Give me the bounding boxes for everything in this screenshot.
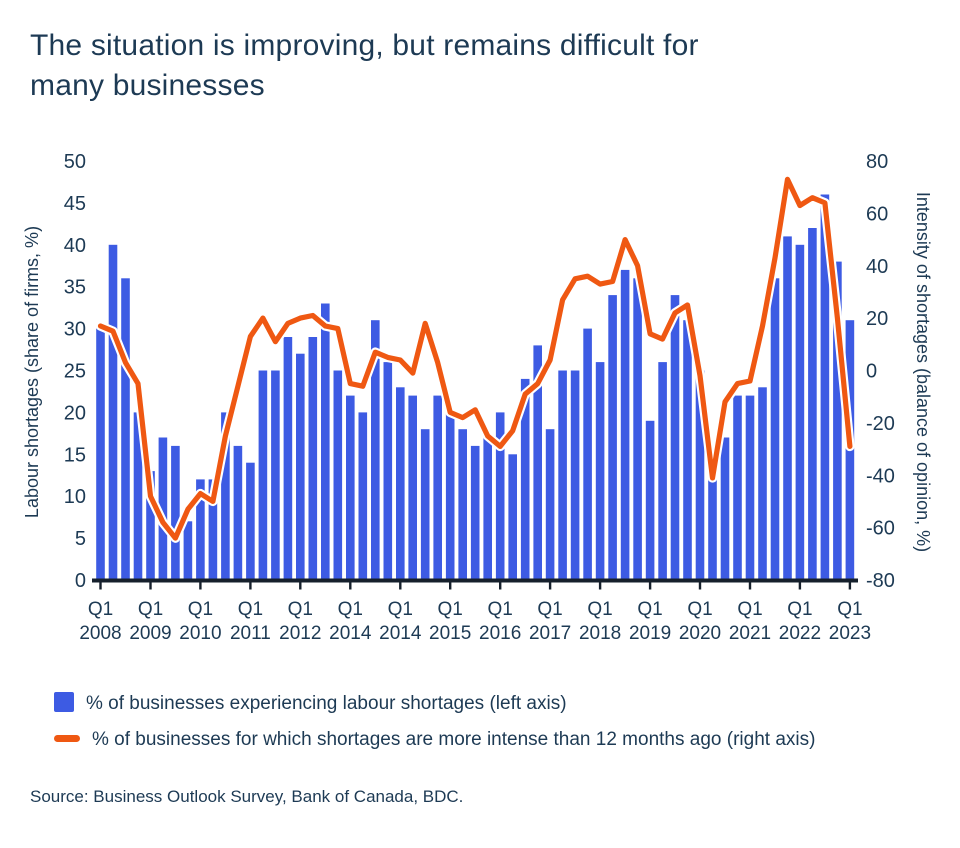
svg-text:Labour shortages (share of fir: Labour shortages (share of firms, %) [22, 226, 42, 518]
svg-text:20: 20 [866, 308, 888, 330]
svg-text:40: 40 [866, 256, 888, 278]
svg-text:40: 40 [64, 235, 86, 257]
svg-text:Q1: Q1 [837, 599, 862, 620]
page-title: The situation is improving, but remains … [30, 29, 699, 102]
svg-text:-80: -80 [866, 570, 895, 592]
svg-text:2019: 2019 [629, 623, 671, 644]
svg-text:60: 60 [866, 203, 888, 225]
svg-text:Q1: Q1 [787, 599, 812, 620]
svg-text:0: 0 [866, 361, 877, 383]
source-note: Source: Business Outlook Survey, Bank of… [30, 787, 464, 806]
svg-text:-40: -40 [866, 465, 895, 487]
bar-series-swatch-icon [54, 692, 74, 712]
svg-text:2009: 2009 [129, 623, 171, 644]
svg-text:-60: -60 [866, 518, 895, 540]
svg-text:2018: 2018 [579, 623, 621, 644]
svg-text:2008: 2008 [79, 623, 121, 644]
svg-text:Q1: Q1 [537, 599, 562, 620]
line-series-swatch-icon [54, 735, 80, 742]
svg-text:-20: -20 [866, 413, 895, 435]
svg-text:25: 25 [64, 361, 86, 383]
svg-text:80: 80 [866, 151, 888, 173]
svg-text:Q1: Q1 [288, 599, 313, 620]
svg-text:Q1: Q1 [188, 599, 213, 620]
svg-text:Q1: Q1 [438, 599, 463, 620]
svg-text:2017: 2017 [529, 623, 571, 644]
svg-text:Intensity of shortages (balan: Intensity of shortages (balance of opini… [913, 192, 933, 552]
svg-text:0: 0 [75, 570, 86, 592]
svg-text:15: 15 [64, 444, 86, 466]
legend: % of businesses experiencing labour shor… [54, 690, 815, 762]
svg-text:2010: 2010 [179, 623, 221, 644]
svg-text:35: 35 [64, 277, 86, 299]
svg-text:Q1: Q1 [338, 599, 363, 620]
svg-text:2014: 2014 [329, 623, 372, 644]
legend-item-bars: % of businesses experiencing labour shor… [54, 690, 815, 717]
svg-text:20: 20 [64, 402, 86, 424]
legend-item-line: % of businesses for which shortages are … [54, 726, 815, 753]
legend-label-bars: % of businesses experiencing labour shor… [86, 693, 567, 714]
svg-text:45: 45 [64, 193, 86, 215]
svg-text:Q1: Q1 [138, 599, 163, 620]
svg-text:2011: 2011 [230, 623, 271, 644]
svg-text:5: 5 [75, 528, 86, 550]
svg-text:2023: 2023 [829, 623, 871, 644]
svg-text:Q1: Q1 [388, 599, 413, 620]
svg-text:Q1: Q1 [737, 599, 762, 620]
svg-text:10: 10 [64, 486, 86, 508]
svg-text:2022: 2022 [779, 623, 821, 644]
svg-text:2014: 2014 [379, 623, 422, 644]
svg-text:Q1: Q1 [238, 599, 263, 620]
chart-canvas: Q12008Q12009Q12010Q12011Q12012Q12014Q120… [22, 151, 933, 644]
svg-text:Q1: Q1 [687, 599, 712, 620]
svg-text:50: 50 [64, 151, 86, 173]
svg-text:2015: 2015 [429, 623, 471, 644]
svg-text:Q1: Q1 [88, 599, 113, 620]
svg-text:30: 30 [64, 319, 86, 341]
svg-text:Q1: Q1 [587, 599, 612, 620]
svg-text:2020: 2020 [679, 623, 721, 644]
svg-text:2016: 2016 [479, 623, 521, 644]
svg-text:2021: 2021 [729, 623, 771, 644]
svg-text:Q1: Q1 [637, 599, 662, 620]
svg-text:2012: 2012 [279, 623, 321, 644]
svg-text:Q1: Q1 [488, 599, 513, 620]
legend-label-line: % of businesses for which shortages are … [92, 729, 816, 750]
